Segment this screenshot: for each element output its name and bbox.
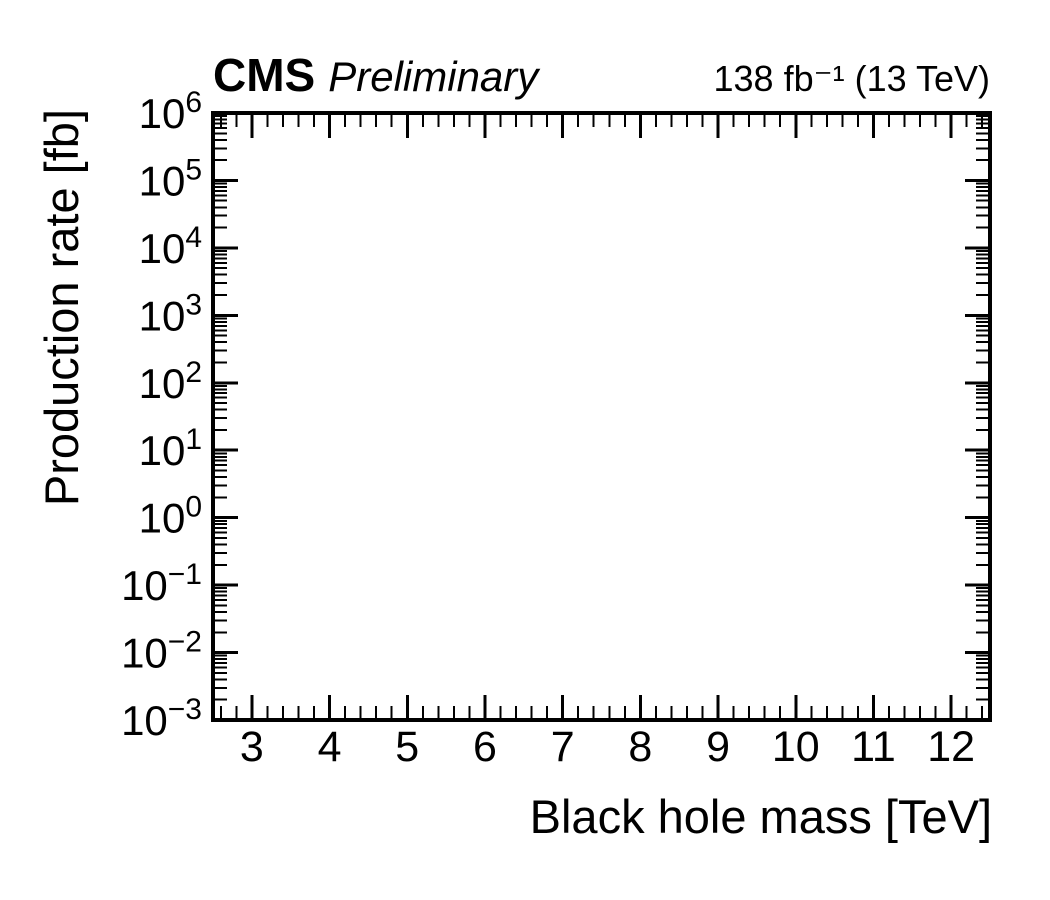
y-axis-minor-ticks [215,115,988,701]
y-tick-label: 10−2 [121,626,202,677]
x-axis-minor-ticks [219,115,984,718]
x-tick-label: 8 [628,723,652,771]
x-tick-label: 11 [851,723,896,771]
x-tick-label: 7 [551,723,575,771]
y-tick-label: 101 [139,423,202,474]
plot-frame [211,111,992,722]
x-tick-label: 10 [772,723,820,771]
y-tick-label: 102 [139,356,202,407]
y-tick-label: 10−3 [121,693,202,744]
x-axis-major-ticks [250,115,953,718]
frame-border [211,111,992,722]
y-tick-label: 106 [139,86,202,137]
x-tick-label: 3 [240,723,264,771]
x-tick-label: 6 [473,723,497,771]
luminosity-label: 138 fb⁻¹ (13 TeV) [713,58,991,99]
x-tick-label: 12 [927,723,975,771]
x-tick-label: 4 [318,723,342,771]
y-tick-label: 100 [139,491,202,542]
preliminary-label: Preliminary [328,53,539,100]
x-tick-label: 5 [395,723,419,771]
x-axis-tick-labels: 3 4 5 6 7 8 9 10 11 12 [240,723,975,771]
x-axis-title: Black hole mass [TeV] [529,790,992,843]
plot-header: CMS Preliminary 138 fb⁻¹ (13 TeV) [213,52,990,98]
y-tick-label: 105 [139,153,202,204]
y-tick-label: 10−1 [121,558,202,609]
y-axis-tick-labels: 106 105 104 103 102 101 100 10−1 10−2 10−3 [121,86,202,744]
y-tick-label: 103 [139,288,202,339]
experiment-label: CMS [213,49,316,101]
x-tick-label: 9 [706,723,730,771]
y-tick-label: 104 [139,221,202,272]
y-axis-title: Production rate [fb] [35,109,88,507]
y-axis-major-ticks [215,111,988,722]
